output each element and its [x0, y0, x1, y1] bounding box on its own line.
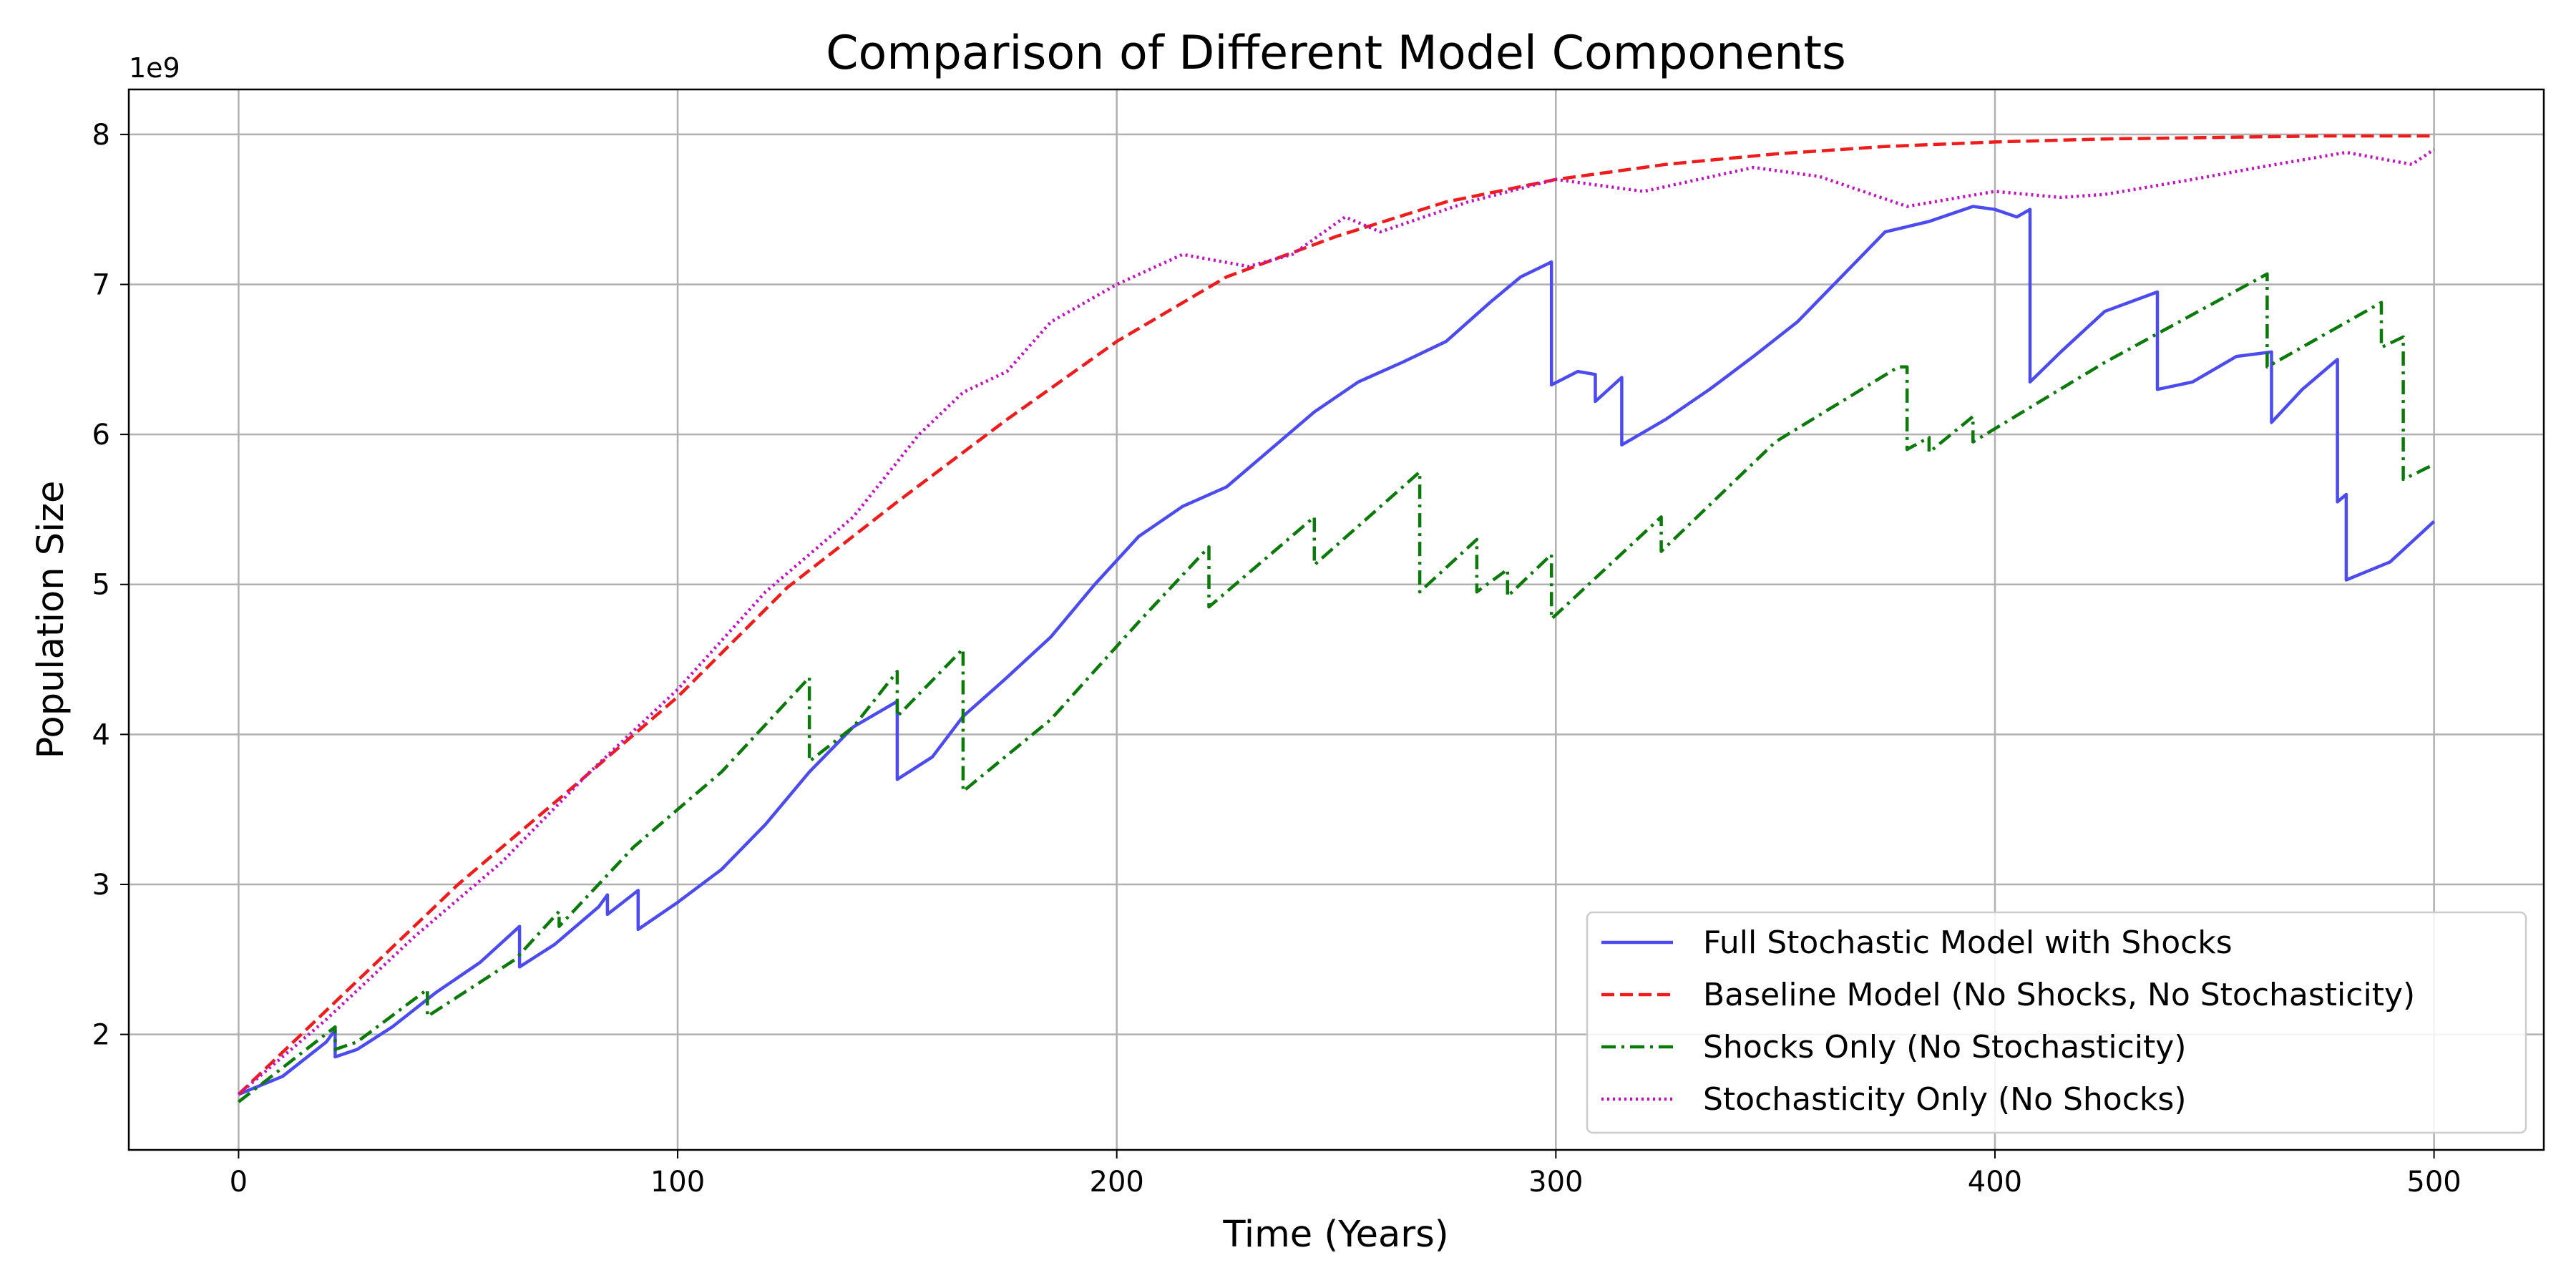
- x-tick-label: 500: [2406, 1166, 2461, 1199]
- series-line-3: [238, 272, 2435, 1103]
- plot-frame: [127, 88, 2545, 1151]
- legend-box: [1586, 911, 2527, 1134]
- chart-title: Comparison of Different Model Components: [826, 26, 1846, 80]
- series-line-4: [237, 147, 2435, 1096]
- legend-label: Stochasticity Only (No Shocks): [1703, 1081, 2187, 1118]
- series-layer: [237, 134, 2436, 1103]
- y-axis-offset-label: 1e9: [129, 52, 180, 84]
- y-tick-label: 7: [92, 269, 110, 302]
- legend-label: Full Stochastic Model with Shocks: [1703, 924, 2233, 961]
- y-tick-label: 4: [92, 718, 110, 751]
- x-tick-label: 400: [1968, 1166, 2022, 1199]
- legend-label: Baseline Model (No Shocks, No Stochastic…: [1703, 977, 2415, 1013]
- x-axis-title: Time (Years): [1222, 1214, 1448, 1256]
- x-tick-label: 300: [1528, 1166, 1583, 1199]
- y-axis-title: Population Size: [30, 481, 72, 759]
- y-tick-label: 3: [92, 869, 110, 902]
- y-tick-label: 2: [92, 1019, 110, 1052]
- y-tick-label: 8: [92, 119, 110, 152]
- ticks: 0 100 200 300 400 500 2 3 4 5 6 7 8: [92, 119, 2462, 1199]
- x-tick-label: 0: [230, 1166, 248, 1199]
- legend: Full Stochastic Model with Shocks Baselin…: [1586, 911, 2527, 1134]
- series-line-1: [238, 205, 2436, 1096]
- y-tick-label: 6: [92, 419, 110, 452]
- x-tick-label: 100: [650, 1166, 705, 1199]
- x-tick-label: 200: [1090, 1166, 1144, 1199]
- legend-label: Shocks Only (No Stochasticity): [1703, 1029, 2187, 1065]
- series-line-2: [237, 134, 2434, 1096]
- y-tick-label: 5: [92, 569, 110, 602]
